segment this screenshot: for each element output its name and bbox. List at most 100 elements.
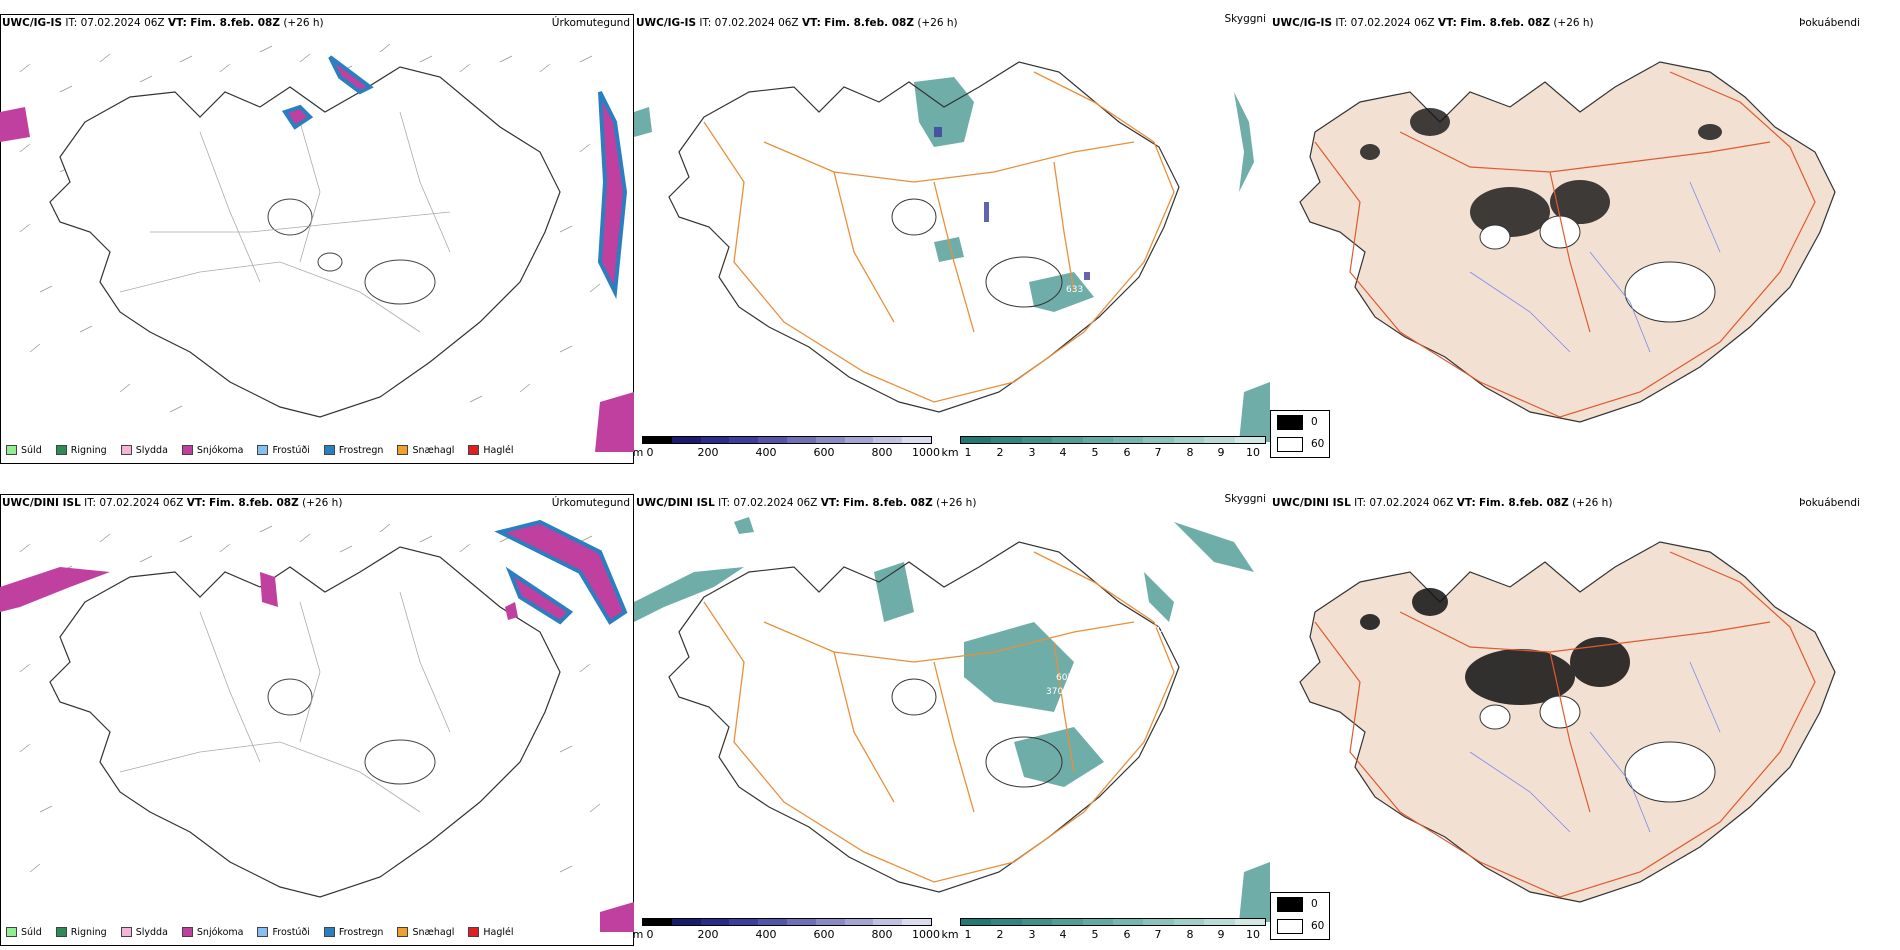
iceland-map-precip [0,519,634,932]
map-label: 210 [1120,733,1137,743]
fog-swatch-dark [1277,414,1303,430]
map-label: 633 [1066,285,1083,295]
ceiling-colorbar-bar [642,436,932,444]
colorbar-tick: 8 [1186,446,1194,459]
colorbar-tick: 200 [697,928,719,941]
visibility-colorbar-bar [960,918,1266,926]
legend-item: Frostúði [257,927,310,938]
legend-item: Súld [6,927,42,938]
map-label: 270 [1146,625,1163,635]
fog-indicator-panel-bottom: UWC/DINI ISL IT: 07.02.2024 06Z VT: Fim.… [1270,494,1900,946]
roads [119,591,451,813]
colorbar-unit: m [634,928,644,941]
map-label: 370 [1046,687,1063,697]
glaciers [1479,695,1716,803]
legend-swatch [6,445,17,455]
legend-swatch [6,927,17,937]
colorbar-tick: 800 [871,928,893,941]
panel-title: Þokuábendi [1799,17,1860,29]
model-name: UWC/IG-IS [2,17,63,29]
iceland-map-cloud: 605 370 260 210 270 [634,517,1270,922]
colorbar-tick: 600 [813,446,835,459]
fog-legend: 0 60 [1270,892,1330,940]
legend-swatch [120,445,132,455]
vt-value: Fim. 8.feb. 08Z [190,17,280,29]
fog-dark-areas [1360,108,1722,237]
it-label: IT: [65,17,78,29]
legend-swatch [120,927,132,937]
iceland-coastline [49,66,561,418]
fog-legend-row: 60 [1271,433,1329,455]
legend-swatch [397,445,409,455]
colorbar-tick: 2 [996,928,1004,941]
glaciers [891,678,1063,788]
legend-swatch [55,445,67,455]
colorbar-tick: 10 [1246,446,1260,459]
panel-header: UWC/IG-IS IT: 07.02.2024 06Z VT: Fim. 8.… [1270,14,1900,32]
legend-item: Haglél [468,927,514,938]
precip-legend: Súld Rigning Slydda Snjókoma Frostúði Fr… [6,442,514,458]
colorbar-tick: 9 [1217,446,1225,459]
panel-header: UWC/IG-IS IT: 07.02.2024 06Z VT: Fim. 8.… [0,14,634,32]
model-name: UWC/DINI ISL [2,497,81,509]
ceiling-colorbar: m 0 200 400 600 800 1000 [634,918,940,942]
colorbar-tick: 800 [871,446,893,459]
legend-item: Snjókoma [181,927,243,938]
iceland-map-cloud: 299 633 [634,61,1270,442]
legend-swatch [181,927,193,937]
colorbar-tick: 1000 [912,446,940,459]
legend-item: Slydda [120,445,168,456]
colorbar-tick: 5 [1091,928,1099,941]
legend-item: Súld [6,445,42,456]
colorbar-unit: km [941,928,959,941]
legend-item: Frostúði [257,445,310,456]
legend-swatch [468,927,480,937]
legend-swatch [257,445,269,455]
legend-swatch [323,445,335,455]
visibility-colorbar-bar [960,436,1266,444]
fog-swatch-light [1277,918,1303,934]
glaciers [891,198,1063,308]
map-frame [0,494,634,946]
glaciers [1479,215,1716,323]
visibility-fields [634,517,1270,922]
colorbar-tick: 2 [996,446,1004,459]
precip-legend: Súld Rigning Slydda Snjókoma Frostúði Fr… [6,924,514,940]
legend-swatch [397,927,409,937]
colorbar-unit: km [941,446,959,459]
fog-legend-row: 0 [1271,893,1329,915]
colorbar-tick: 7 [1154,446,1162,459]
iceland-coastline [668,541,1180,893]
colorbar-tick: 9 [1217,928,1225,941]
panel-header: UWC/DINI ISL IT: 07.02.2024 06Z VT: Fim.… [634,494,1270,512]
colorbar-tick: 1000 [912,928,940,941]
it-value: 07.02.2024 06Z [80,17,165,29]
panel-title: Úrkomutegund [551,17,630,29]
panel-title: Úrkomutegund [551,497,630,509]
visibility-colorbar: km 1 2 3 4 5 6 7 8 9 10 [941,918,1268,942]
map-frame [0,14,634,464]
legend-item: Frostregn [323,927,383,938]
visibility-colorbar: km 1 2 3 4 5 6 7 8 9 10 [941,436,1268,460]
snow-areas [0,519,634,932]
panel-header: UWC/IG-IS IT: 07.02.2024 06Z VT: Fim. 8.… [634,14,1270,32]
colorbar-tick: 400 [755,928,777,941]
colorbar-tick: 6 [1123,446,1131,459]
fog-swatch-dark [1277,896,1303,912]
ceiling-colorbar-bar [642,918,932,926]
snow-areas [0,55,634,452]
colorbar-tick: 400 [755,446,777,459]
fog-legend-row: 0 [1271,411,1329,433]
map-label: 299 [936,151,953,161]
legend-swatch [257,927,269,937]
colorbar-tick: 0 [646,928,654,941]
colorbar-tick: 1 [964,928,972,941]
roads [1314,551,1816,898]
iceland-map-fog [1299,61,1836,423]
colorbar-tick: 7 [1154,928,1162,941]
colorbar-tick: 3 [1028,446,1036,459]
rivers [1469,181,1721,353]
model-name: UWC/DINI ISL [636,497,715,509]
colorbar-unit: m [634,446,644,459]
legend-item: Slydda [120,927,168,938]
